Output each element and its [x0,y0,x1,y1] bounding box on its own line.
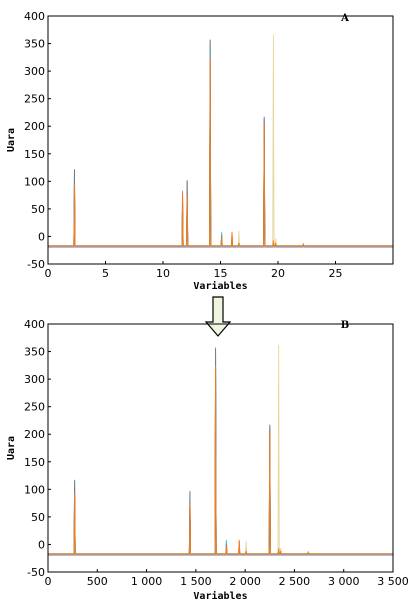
x-tick-label: 1 000 [131,575,163,588]
y-tick-label: 400 [24,10,45,23]
series-line [48,39,393,247]
x-tick-label: 0 [45,575,52,588]
panel-label: A [340,13,349,24]
series-line [48,366,393,555]
series-line [48,58,393,247]
y-tick-label: 100 [24,175,45,188]
y-tick-label: 350 [24,38,45,51]
y-tick-label: 400 [24,318,45,331]
y-tick-label: 150 [24,148,45,161]
x-tick-label: 25 [329,267,343,280]
y-tick-label: 50 [31,203,45,216]
series-line [48,348,393,556]
y-tick-label: 0 [38,230,45,243]
series-line [48,59,393,248]
series-line [48,378,393,556]
x-tick-label: 3 000 [328,575,360,588]
plot-frame [47,15,394,265]
y-tick-label: 150 [24,456,45,469]
series-line [48,70,393,248]
y-axis-label: Uara [6,436,17,460]
series-line [48,347,393,555]
y-tick-label: 350 [24,346,45,359]
x-tick-label: 5 [102,267,109,280]
series-line [48,34,393,248]
y-tick-label: 200 [24,428,45,441]
y-tick-label: 0 [38,538,45,551]
x-tick-label: 2 500 [279,575,311,588]
x-tick-label: 500 [87,575,108,588]
series-line [48,47,393,247]
y-tick-label: -50 [27,566,45,579]
series-line [48,345,393,556]
x-tick-label: 15 [214,267,228,280]
series-line [48,80,393,247]
y-tick-label: 200 [24,120,45,133]
y-axis-label: Uara [6,128,17,152]
y-tick-label: 250 [24,401,45,414]
panel-label: B [341,320,349,331]
down-arrow-icon [204,296,232,337]
x-tick-label: 1 500 [180,575,212,588]
y-tick-label: 100 [24,483,45,496]
series-line [48,388,393,555]
x-tick-label: 20 [271,267,285,280]
plot-frame [47,323,394,573]
y-tick-label: 300 [24,65,45,78]
y-tick-label: 250 [24,93,45,106]
x-tick-label: 3 500 [377,575,409,588]
y-tick-label: 50 [31,511,45,524]
series-line [48,40,393,248]
x-tick-label: 0 [45,267,52,280]
x-axis-label: Variables [193,280,247,292]
x-tick-label: 10 [156,267,170,280]
x-axis-label: Variables [193,590,247,602]
x-tick-label: 2 000 [229,575,261,588]
series-line [48,367,393,556]
y-tick-label: 300 [24,373,45,386]
y-tick-label: -50 [27,258,45,271]
series-line [48,355,393,555]
